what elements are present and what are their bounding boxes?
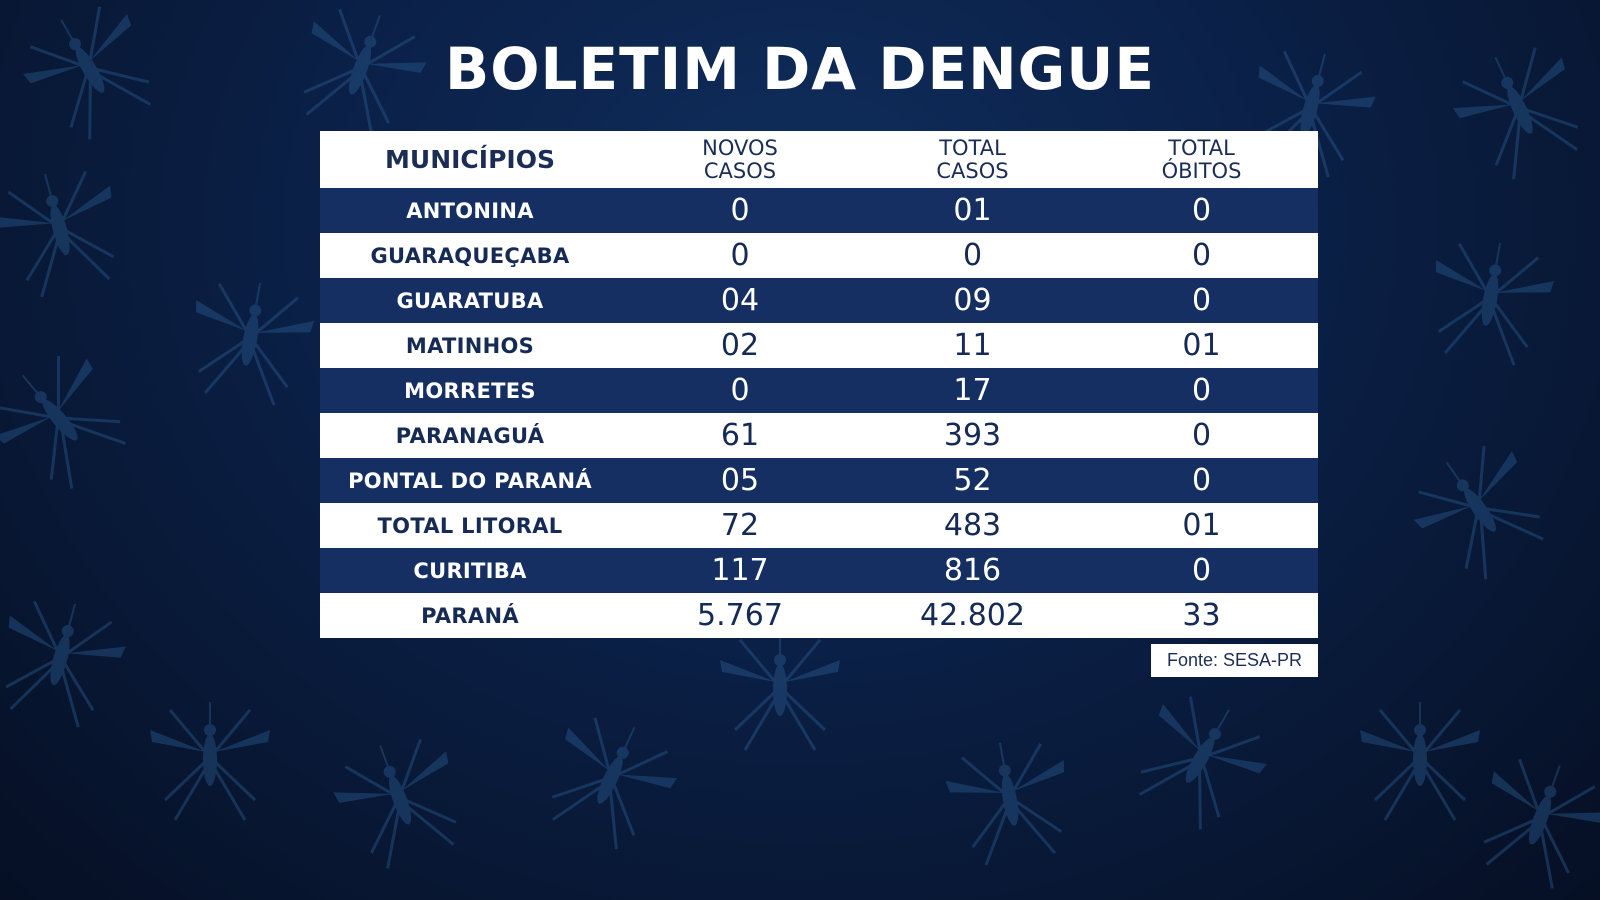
novos-casos-value: 0 (730, 238, 750, 273)
total-obitos-value: 0 (1191, 238, 1212, 273)
mosquito-icon (0, 156, 135, 305)
total-casos-value: 393 (943, 418, 1002, 453)
total-casos-value: 01 (953, 193, 992, 228)
header-line: CASOS (703, 158, 777, 183)
header-line: TOTAL (939, 135, 1006, 160)
mosquito-icon (1358, 700, 1482, 822)
total-obitos-value: 0 (1191, 418, 1212, 453)
novos-casos-value: 0 (730, 373, 750, 408)
mosquito-icon (0, 586, 135, 735)
total-casos-value: 09 (953, 283, 992, 318)
municipio-name: MORRETES (404, 378, 536, 403)
mosquito-icon (0, 335, 147, 507)
municipio-name: PARANÁ (421, 603, 519, 628)
municipio-name: CURITIBA (413, 558, 527, 583)
mosquito-icon (1418, 230, 1561, 372)
novos-casos-value: 0 (730, 193, 750, 228)
novos-casos-value: 72 (720, 508, 760, 543)
municipio-name: PONTAL DO PARANÁ (348, 468, 592, 493)
table-row: CURITIBA 117 816 0 (320, 548, 1318, 593)
mosquito-icon (1116, 678, 1283, 844)
mosquito-icon (528, 700, 691, 862)
total-obitos-value: 33 (1182, 598, 1221, 633)
table-row: GUARAQUEÇABA 0 0 0 (320, 233, 1318, 278)
mosquito-icon (322, 723, 479, 879)
header-line: TOTAL (1168, 135, 1235, 160)
novos-casos-value: 02 (720, 328, 760, 363)
municipio-name: PARANAGUÁ (395, 423, 545, 448)
total-obitos-value: 0 (1191, 373, 1212, 408)
total-obitos-value: 0 (1191, 553, 1212, 588)
total-casos-value: 816 (943, 553, 1002, 588)
novos-casos-value: 61 (720, 418, 760, 453)
novos-casos-value: 5.767 (697, 598, 783, 633)
header-line: ÓBITOS (1161, 158, 1242, 183)
total-casos-value: 52 (953, 463, 992, 498)
table-row: GUARATUBA 04 09 0 (320, 278, 1318, 323)
table-row: TOTAL LITORAL 72 483 01 (320, 503, 1318, 548)
mosquito-icon (178, 270, 321, 412)
municipio-name: GUARATUBA (396, 288, 544, 313)
total-casos-value: 42.802 (920, 598, 1025, 633)
header-line: MUNICÍPIOS (385, 145, 555, 174)
municipio-name: ANTONINA (406, 198, 534, 223)
page-title: BOLETIM DA DENGUE (445, 35, 1155, 103)
total-casos-value: 483 (943, 508, 1002, 543)
table-row: ANTONINA 0 01 0 (320, 188, 1318, 233)
municipio-name: MATINHOS (405, 333, 535, 358)
source-label: Fonte: SESA-PR (1151, 644, 1318, 677)
total-obitos-value: 01 (1182, 328, 1221, 363)
table-row: PARANÁ 5.767 42.802 33 (320, 593, 1318, 638)
total-casos-value: 17 (953, 373, 992, 408)
header-municipios: MUNICÍPIOS (320, 145, 620, 174)
total-casos-value: 11 (953, 328, 992, 363)
total-obitos-value: 0 (1191, 463, 1212, 498)
novos-casos-value: 04 (720, 283, 760, 318)
table-row: PARANAGUÁ 61 393 0 (320, 413, 1318, 458)
dengue-table: MUNICÍPIOS NOVOS CASOS TOTAL CASOS TOTAL… (320, 131, 1318, 638)
header-line: CASOS (936, 158, 1009, 183)
municipio-name: TOTAL LITORAL (377, 513, 563, 538)
header-total-obitos: TOTAL ÓBITOS (1085, 135, 1318, 183)
novos-casos-value: 05 (720, 463, 760, 498)
header-line: NOVOS (702, 135, 778, 160)
mosquito-icon (1461, 743, 1600, 899)
novos-casos-value: 117 (711, 553, 769, 588)
header-total-casos: TOTAL CASOS (860, 135, 1085, 183)
total-obitos-value: 0 (1191, 193, 1212, 228)
total-obitos-value: 01 (1182, 508, 1221, 543)
mosquito-icon (939, 730, 1082, 872)
header-novos-casos: NOVOS CASOS (620, 135, 860, 183)
municipio-name: GUARAQUEÇABA (370, 243, 570, 268)
table-row: MATINHOS 02 11 01 (320, 323, 1318, 368)
total-casos-value: 0 (962, 238, 983, 273)
total-obitos-value: 0 (1191, 283, 1212, 318)
table-row: PONTAL DO PARANÁ 05 52 0 (320, 458, 1318, 503)
mosquito-icon (718, 630, 842, 752)
mosquito-icon (148, 700, 272, 822)
table-row: MORRETES 0 17 0 (320, 368, 1318, 413)
table-header: MUNICÍPIOS NOVOS CASOS TOTAL CASOS TOTAL… (320, 131, 1318, 188)
mosquito-icon (1396, 426, 1566, 596)
